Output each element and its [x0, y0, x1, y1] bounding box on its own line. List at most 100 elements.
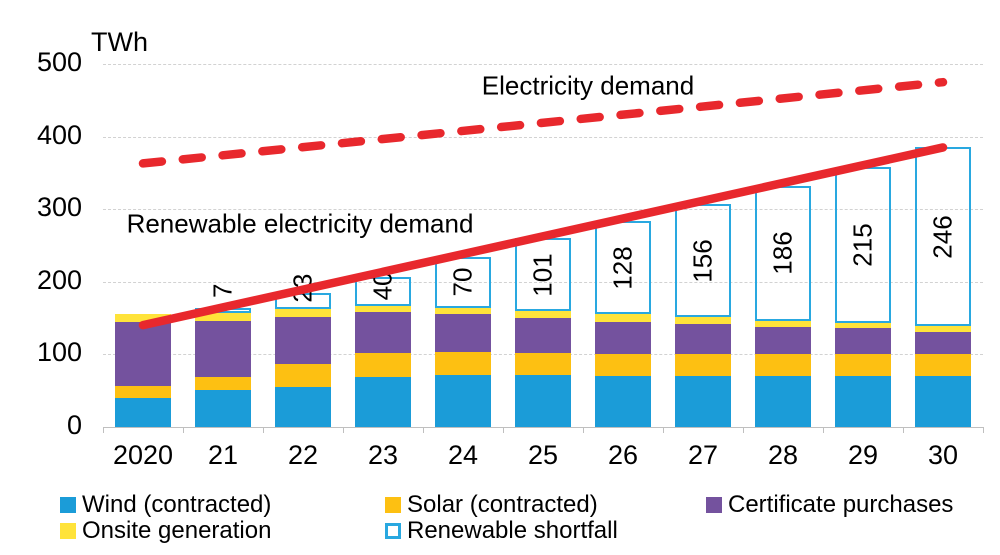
x-tick-label: 26	[607, 439, 639, 470]
bar-segment-27	[675, 324, 731, 355]
shortfall-segment-23: 40	[355, 271, 411, 307]
shortfall-segment-24: 70	[435, 256, 491, 308]
bar-segment-23	[355, 312, 411, 354]
bar-segment-29	[835, 354, 891, 376]
legend-item-onsite-generation: Onsite generation	[60, 517, 271, 545]
bar-segment-26	[595, 321, 651, 355]
bar-segment-26	[595, 314, 651, 322]
legend-label: Solar (contracted)	[407, 491, 598, 518]
x-axis-line	[103, 426, 983, 428]
bar-segment-29	[835, 328, 891, 355]
bar-segment-2020	[115, 386, 171, 398]
shortfall-value-label: 128	[607, 246, 638, 290]
bar-segment-24	[435, 307, 491, 315]
bar-segment-21	[195, 390, 251, 427]
shortfall-value-label: 215	[847, 223, 878, 267]
gridline	[103, 136, 983, 138]
shortfall-segment-22: 23	[275, 274, 331, 310]
bar-segment-30	[915, 325, 971, 332]
shortfall-segment-27: 156	[675, 204, 731, 318]
x-axis-tick	[743, 426, 744, 433]
bar-segment-21	[195, 312, 251, 321]
y-tick-label: 500	[36, 46, 82, 77]
x-axis-tick	[583, 426, 584, 433]
shortfall-segment-29: 215	[835, 167, 891, 323]
bar-segment-28	[755, 354, 811, 376]
x-axis-tick	[103, 426, 104, 433]
bar-segment-27	[675, 354, 731, 376]
x-tick-label: 24	[447, 439, 479, 470]
x-tick-label: 22	[287, 439, 319, 470]
bar-segment-24	[435, 375, 491, 427]
bar-segment-30	[915, 331, 971, 355]
legend-label: Certificate purchases	[728, 491, 954, 518]
bar-segment-2020	[115, 321, 171, 387]
x-axis-tick	[263, 426, 264, 433]
shortfall-segment-26: 128	[595, 221, 651, 315]
x-axis-tick	[903, 426, 904, 433]
legend-item-solar-contracted: Solar (contracted)	[385, 491, 598, 519]
bar-segment-28	[755, 320, 811, 327]
shortfall-value-label: 7	[207, 283, 238, 299]
shortfall-value-label: 70	[447, 267, 478, 297]
x-axis-tick	[983, 426, 984, 433]
x-axis-tick	[343, 426, 344, 433]
x-tick-label: 28	[767, 439, 799, 470]
bar-segment-25	[515, 317, 571, 354]
bar-segment-25	[515, 311, 571, 318]
bar-segment-28	[755, 326, 811, 355]
bar-segment-22	[275, 386, 331, 427]
renewable-electricity-demand-line-label: Renewable electricity demand	[126, 208, 474, 239]
shortfall-segment-25: 101	[515, 238, 571, 312]
x-tick-label: 23	[367, 439, 399, 470]
bar-segment-29	[835, 322, 891, 329]
bar-segment-21	[195, 376, 251, 391]
x-axis-tick	[503, 426, 504, 433]
shortfall-value-label: 23	[287, 273, 318, 303]
shortfall-value-label: 101	[527, 253, 558, 297]
legend-label: Onsite generation	[82, 517, 272, 544]
x-tick-label: 21	[207, 439, 239, 470]
legend-swatch	[385, 497, 401, 513]
bar-segment-24	[435, 314, 491, 352]
x-tick-label: 27	[687, 439, 719, 470]
shortfall-segment-30: 246	[915, 147, 971, 326]
x-tick-label: 30	[927, 439, 959, 470]
legend-label: Wind (contracted)	[82, 491, 272, 518]
x-axis-tick	[183, 426, 184, 433]
bar-segment-25	[515, 375, 571, 427]
legend-item-certificate-purchases: Certificate purchases	[706, 491, 953, 519]
y-tick-label: 0	[66, 409, 82, 440]
bar-segment-23	[355, 353, 411, 378]
x-axis-tick	[823, 426, 824, 433]
bar-segment-24	[435, 351, 491, 376]
bar-segment-2020	[115, 397, 171, 427]
bar-segment-26	[595, 354, 651, 376]
legend-swatch	[60, 497, 76, 513]
shortfall-value-label: 156	[687, 238, 718, 283]
x-tick-label: 2020	[112, 439, 174, 470]
y-tick-label: 200	[36, 264, 82, 295]
shortfall-segment-21: 7	[195, 284, 251, 313]
x-tick-label: 25	[527, 439, 559, 470]
legend-swatch	[385, 523, 401, 539]
bar-segment-23	[355, 306, 411, 313]
legend-item-renewable-shortfall: Renewable shortfall	[385, 517, 618, 545]
bar-segment-21	[195, 320, 251, 377]
bar-segment-30	[915, 375, 971, 427]
x-tick-label: 29	[847, 439, 879, 470]
x-axis-tick	[423, 426, 424, 433]
shortfall-segment-28: 186	[755, 185, 811, 321]
bar-segment-27	[675, 317, 731, 325]
bar-segment-27	[675, 375, 731, 427]
bar-segment-2020	[115, 313, 171, 322]
bar-segment-22	[275, 317, 331, 364]
y-tick-label: 100	[36, 337, 82, 368]
legend-item-wind-contracted: Wind (contracted)	[60, 491, 271, 519]
legend-label: Renewable shortfall	[407, 517, 618, 544]
bar-segment-22	[275, 363, 331, 387]
bar-segment-28	[755, 375, 811, 427]
electricity-demand-line-label: Electricity demand	[481, 70, 695, 101]
y-tick-label: 400	[36, 119, 82, 150]
